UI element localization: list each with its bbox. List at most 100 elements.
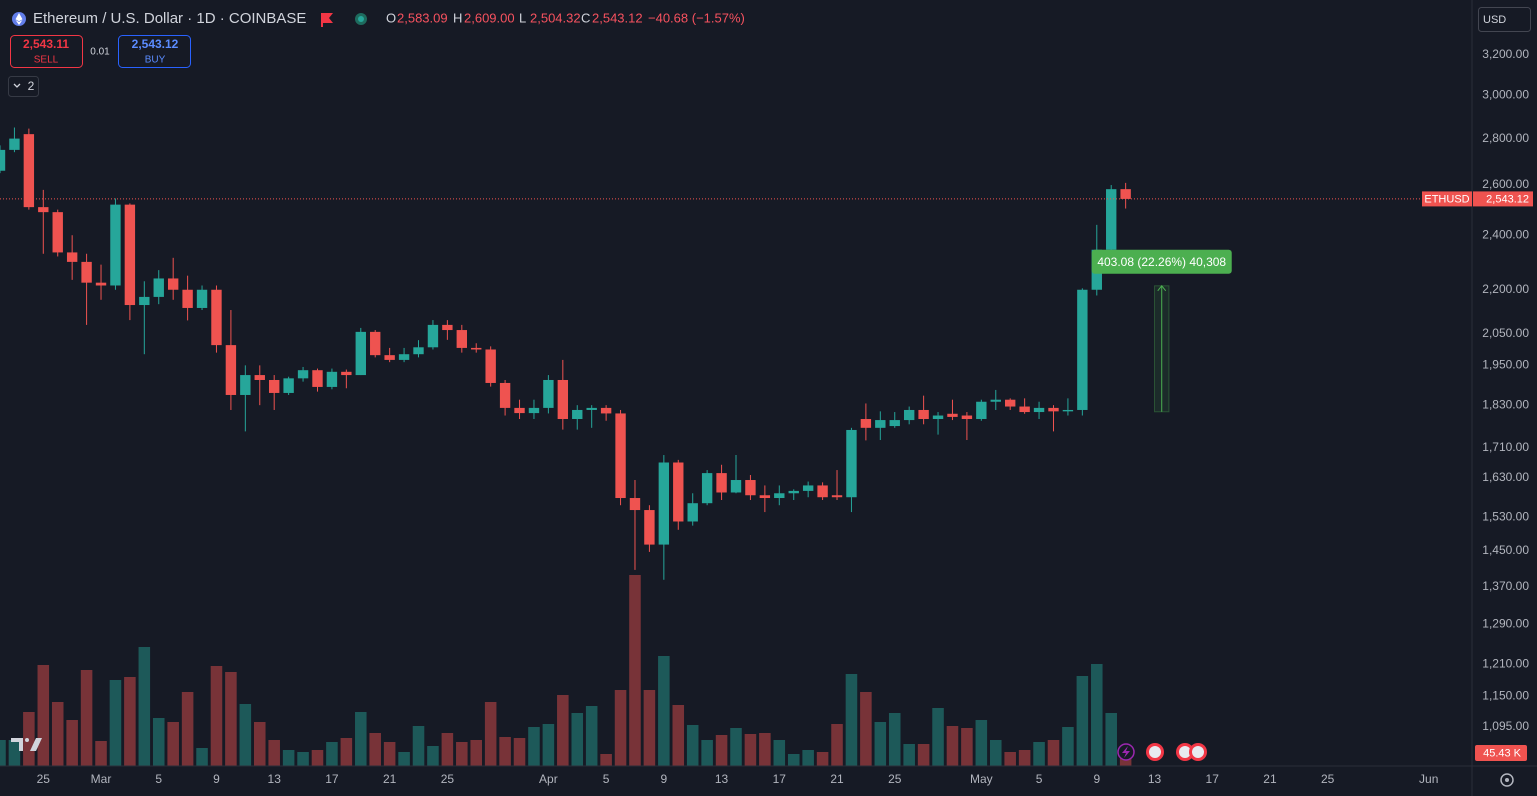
volume-bar (37, 665, 50, 766)
candle-body (889, 420, 900, 427)
currency-button[interactable] (1478, 7, 1531, 32)
volume-bar (225, 672, 237, 766)
x-tick-label: 21 (383, 772, 397, 786)
x-tick-label: Jun (1419, 772, 1438, 786)
settings-icon[interactable] (1500, 773, 1514, 787)
x-tick-label: 9 (660, 772, 667, 786)
event-glyph (1179, 746, 1191, 758)
volume-bar (773, 740, 786, 766)
candle-body (644, 510, 655, 545)
volume-bar (210, 666, 223, 766)
candle-body (1106, 189, 1117, 250)
sell-button[interactable] (10, 35, 83, 68)
volume-bar (917, 744, 930, 766)
symbol-title[interactable]: Ethereum / U.S. Dollar · 1D · COINBASE (33, 10, 306, 27)
candle-body (283, 378, 294, 393)
y-tick-label: 1,830.00 (1482, 397, 1529, 411)
candle-body (269, 379, 280, 393)
indicators-toggle[interactable] (8, 76, 39, 97)
candle-body (225, 345, 237, 395)
spread: 0.01 (90, 47, 110, 58)
candle-body (716, 473, 727, 493)
candle-body (398, 354, 410, 360)
volume-bar (571, 713, 584, 766)
volume-bar (975, 720, 988, 766)
symbol-tag-bg (1422, 191, 1472, 207)
volume-bar (282, 750, 295, 766)
y-tick-label: 1,950.00 (1482, 358, 1529, 372)
volume-bar (427, 746, 439, 766)
market-status-dot (358, 16, 364, 22)
volume-bar (109, 680, 122, 766)
candle-body (95, 282, 107, 286)
volume-bar (715, 735, 728, 766)
candle-body (312, 370, 323, 387)
ohlc-value: 2,609.00 (464, 10, 515, 25)
settings-icon-dot (1505, 778, 1509, 782)
volume-bar (903, 744, 915, 766)
y-tick-label: 2,400.00 (1482, 227, 1529, 241)
candle-body (629, 498, 641, 511)
y-tick-label: 3,000.00 (1482, 88, 1529, 102)
volume-bar (398, 752, 410, 766)
volume-bar (80, 670, 93, 766)
candle-body (297, 370, 309, 379)
y-tick-label: 1,150.00 (1482, 688, 1529, 702)
candle-body (182, 289, 193, 308)
ohlc-key: H (453, 10, 462, 25)
candle-body (456, 330, 467, 348)
volume-bar (355, 712, 367, 766)
time-axis-bg (0, 766, 1537, 796)
candle-body (1033, 407, 1045, 413)
volume-bar (585, 706, 598, 766)
candle-body (543, 379, 554, 408)
ohlc-key: O (386, 10, 396, 25)
x-tick-label: 5 (155, 772, 162, 786)
volume-bar (614, 690, 627, 766)
volume-bar (181, 692, 194, 766)
candle-body (903, 409, 915, 421)
volume-bar (513, 738, 526, 766)
volume-bar (369, 733, 381, 766)
candle-body (586, 407, 597, 410)
volume-bar (8, 740, 21, 766)
candle-body (572, 409, 583, 420)
ohlc-key: L (519, 10, 526, 25)
volume-bar (268, 740, 280, 766)
buy-button[interactable] (118, 35, 191, 68)
volume-bar (860, 692, 872, 766)
volume-bar (701, 740, 713, 766)
volume-bar (311, 750, 324, 766)
volume-bar (1105, 713, 1117, 766)
volume-bar (66, 720, 78, 766)
x-tick-label: 5 (603, 772, 610, 786)
volume-bar (961, 728, 973, 766)
x-tick-label: 5 (1036, 772, 1043, 786)
legend-header: Ethereum / U.S. Dollar · 1D · COINBASE O… (12, 10, 745, 27)
volume-bar (658, 656, 670, 766)
candle-body (528, 407, 540, 414)
volume-bar (499, 737, 511, 766)
ohlc-key: C (581, 10, 590, 25)
candle-body (153, 278, 164, 297)
volume-bar (643, 690, 656, 766)
volume-bar (1033, 742, 1045, 766)
volume-bar (600, 754, 612, 766)
candle-body (355, 331, 366, 376)
ohlc-value: 2,583.09 (397, 10, 448, 25)
event-glyph (1149, 746, 1161, 758)
candle-body (875, 420, 886, 428)
candle-body (81, 261, 92, 283)
y-tick-label: 1,290.00 (1482, 616, 1529, 630)
volume-bar (1076, 676, 1089, 766)
x-tick-label: 21 (830, 772, 844, 786)
chevron (13, 83, 21, 88)
candle-body (802, 485, 814, 491)
y-tick-label: 2,050.00 (1482, 326, 1529, 340)
x-tick-label: 25 (888, 772, 902, 786)
price-axis-bg (1472, 0, 1537, 796)
volume-bar (152, 718, 165, 766)
candle-body (990, 399, 1001, 402)
x-tick-label: 17 (325, 772, 339, 786)
flag-icon[interactable] (321, 13, 333, 27)
